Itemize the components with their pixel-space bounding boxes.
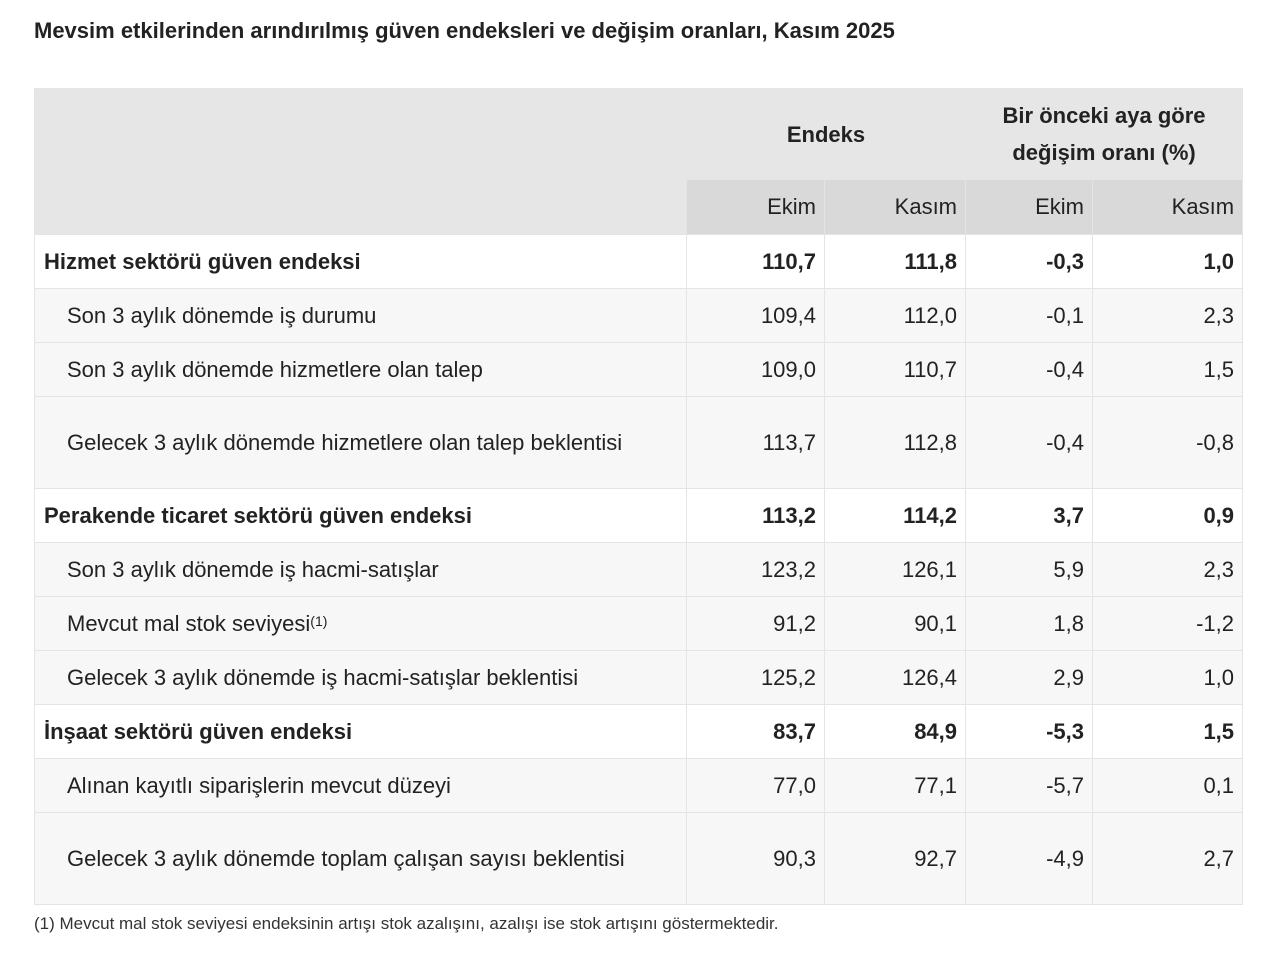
cell-change-ekim: -5,3 [965, 704, 1094, 759]
header-change-line1: Bir önceki aya göre [1002, 103, 1206, 128]
header-change-group: Bir önceki aya göre değişim oranı (%) [965, 88, 1244, 180]
subheader-index-ekim: Ekim [686, 179, 825, 235]
subheader-change-ekim: Ekim [965, 179, 1094, 235]
row-label: Perakende ticaret sektörü güven endeksi [34, 488, 687, 543]
row-label: Son 3 aylık dönemde iş durumu [34, 288, 687, 343]
table-row: Hizmet sektörü güven endeksi 110,7 111,8… [34, 234, 1244, 289]
cell-index-kasim: 90,1 [823, 596, 967, 651]
cell-change-kasim: 0,1 [1092, 758, 1244, 813]
cell-index-kasim: 112,0 [823, 288, 967, 343]
table-row: İnşaat sektörü güven endeksi 83,7 84,9 -… [34, 704, 1244, 759]
cell-index-kasim: 111,8 [823, 234, 967, 289]
cell-index-ekim: 91,2 [686, 596, 825, 651]
confidence-index-table: Endeks Bir önceki aya göre değişim oranı… [34, 88, 1244, 905]
cell-change-ekim: 1,8 [965, 596, 1094, 651]
cell-index-ekim: 113,7 [686, 396, 825, 489]
cell-change-ekim: 2,9 [965, 650, 1094, 705]
row-label: Gelecek 3 aylık dönemde iş hacmi-satışla… [34, 650, 687, 705]
cell-index-kasim: 77,1 [823, 758, 967, 813]
row-label: Gelecek 3 aylık dönemde hizmetlere olan … [34, 396, 687, 489]
cell-index-kasim: 126,1 [823, 542, 967, 597]
table-row: Son 3 aylık dönemde hizmetlere olan tale… [34, 342, 1244, 397]
cell-change-ekim: -4,9 [965, 812, 1094, 905]
cell-index-kasim: 112,8 [823, 396, 967, 489]
row-label: Son 3 aylık dönemde iş hacmi-satışlar [34, 542, 687, 597]
cell-index-ekim: 77,0 [686, 758, 825, 813]
cell-change-kasim: 1,5 [1092, 704, 1244, 759]
cell-change-kasim: 2,7 [1092, 812, 1244, 905]
row-label-with-note: Mevcut mal stok seviyesi(1) [34, 596, 687, 651]
cell-change-kasim: 1,5 [1092, 342, 1244, 397]
footnote-marker: (1) [310, 613, 328, 629]
cell-index-ekim: 109,4 [686, 288, 825, 343]
table-row: Perakende ticaret sektörü güven endeksi … [34, 488, 1244, 543]
cell-change-kasim: 2,3 [1092, 542, 1244, 597]
cell-index-kasim: 92,7 [823, 812, 967, 905]
cell-index-kasim: 114,2 [823, 488, 967, 543]
row-label-text: Mevcut mal stok seviyesi [67, 611, 311, 636]
table-row: Mevcut mal stok seviyesi(1) 91,2 90,1 1,… [34, 596, 1244, 651]
table-row: Son 3 aylık dönemde iş hacmi-satışlar 12… [34, 542, 1244, 597]
table-row: Gelecek 3 aylık dönemde iş hacmi-satışla… [34, 650, 1244, 705]
header-index-group: Endeks [685, 88, 967, 180]
cell-change-kasim: -1,2 [1092, 596, 1244, 651]
cell-index-ekim: 113,2 [686, 488, 825, 543]
cell-change-ekim: -5,7 [965, 758, 1094, 813]
cell-index-ekim: 123,2 [686, 542, 825, 597]
cell-change-ekim: -0,3 [965, 234, 1094, 289]
cell-change-ekim: 3,7 [965, 488, 1094, 543]
subheader-index-kasim: Kasım [823, 179, 967, 235]
cell-index-kasim: 126,4 [823, 650, 967, 705]
table-row: Alınan kayıtlı siparişlerin mevcut düzey… [34, 758, 1244, 813]
row-label: Hizmet sektörü güven endeksi [34, 234, 687, 289]
cell-index-kasim: 110,7 [823, 342, 967, 397]
table-header-row: Endeks Bir önceki aya göre değişim oranı… [34, 88, 1244, 235]
subheader-change-kasim: Kasım [1092, 179, 1244, 235]
cell-change-ekim: -0,1 [965, 288, 1094, 343]
footnote: (1) Mevcut mal stok seviyesi endeksinin … [34, 914, 779, 933]
header-change-line2: değişim oranı (%) [1012, 140, 1196, 165]
table-row: Gelecek 3 aylık dönemde toplam çalışan s… [34, 812, 1244, 905]
cell-index-ekim: 90,3 [686, 812, 825, 905]
page-title: Mevsim etkilerinden arındırılmış güven e… [34, 18, 895, 43]
cell-index-ekim: 109,0 [686, 342, 825, 397]
cell-change-kasim: -0,8 [1092, 396, 1244, 489]
cell-index-ekim: 125,2 [686, 650, 825, 705]
cell-change-kasim: 1,0 [1092, 234, 1244, 289]
cell-change-kasim: 0,9 [1092, 488, 1244, 543]
cell-change-ekim: -0,4 [965, 396, 1094, 489]
cell-index-ekim: 83,7 [686, 704, 825, 759]
cell-index-ekim: 110,7 [686, 234, 825, 289]
cell-change-ekim: -0,4 [965, 342, 1094, 397]
cell-index-kasim: 84,9 [823, 704, 967, 759]
cell-change-ekim: 5,9 [965, 542, 1094, 597]
row-label: Alınan kayıtlı siparişlerin mevcut düzey… [34, 758, 687, 813]
cell-change-kasim: 2,3 [1092, 288, 1244, 343]
header-corner-cell [34, 88, 687, 235]
row-label: İnşaat sektörü güven endeksi [34, 704, 687, 759]
row-label: Son 3 aylık dönemde hizmetlere olan tale… [34, 342, 687, 397]
table-row: Son 3 aylık dönemde iş durumu 109,4 112,… [34, 288, 1244, 343]
table-subheader-row: Ekim Kasım Ekim Kasım [35, 179, 1244, 235]
cell-change-kasim: 1,0 [1092, 650, 1244, 705]
row-label: Gelecek 3 aylık dönemde toplam çalışan s… [34, 812, 687, 905]
table-row: Gelecek 3 aylık dönemde hizmetlere olan … [34, 396, 1244, 489]
